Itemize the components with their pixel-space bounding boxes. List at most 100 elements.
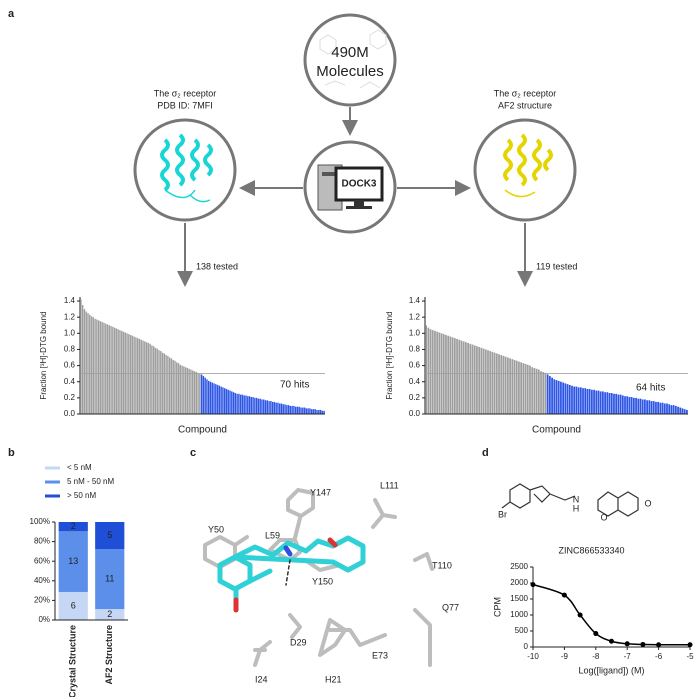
- bar: [223, 388, 226, 414]
- segment-count: 2: [107, 609, 112, 619]
- bar: [553, 379, 556, 414]
- bar: [103, 322, 105, 414]
- segment-count: 11: [105, 574, 114, 584]
- chart-title: ZINC866533340: [558, 545, 624, 555]
- bar: [639, 398, 642, 414]
- y-tick-label: 1000: [510, 610, 528, 619]
- bar: [621, 395, 624, 414]
- bar: [99, 321, 102, 414]
- bar: [158, 350, 160, 414]
- bar: [560, 381, 562, 414]
- bar: [487, 350, 489, 414]
- bar: [241, 394, 244, 414]
- bar-segment: [58, 591, 88, 620]
- y-tick-label: 0.8: [409, 345, 421, 354]
- bar: [478, 347, 481, 414]
- y-tick-label: 2000: [510, 578, 528, 587]
- bar: [124, 332, 126, 414]
- receptor-title: The σ₂ receptor: [494, 88, 557, 98]
- bar: [579, 387, 582, 414]
- bar: [117, 329, 119, 414]
- data-point: [624, 641, 630, 647]
- bar: [273, 401, 276, 414]
- bar: [628, 397, 631, 414]
- bar: [238, 393, 240, 414]
- bar: [571, 385, 573, 414]
- bar: [562, 382, 565, 414]
- atom-label: Br: [498, 509, 507, 519]
- bar: [122, 331, 125, 414]
- legend-label: 5 nM - 50 nM: [67, 477, 114, 486]
- bar: [270, 401, 272, 414]
- bar: [94, 318, 96, 414]
- bar: [575, 386, 578, 414]
- hits-label: 70 hits: [280, 380, 309, 391]
- x-tick-label: -8: [592, 652, 600, 661]
- y-tick-label: 0.2: [409, 393, 421, 402]
- y-axis-label: Fraction [³H]-DTG bound: [385, 311, 394, 399]
- bar: [482, 348, 485, 414]
- bar: [96, 319, 98, 414]
- bar: [192, 370, 194, 414]
- bar: [206, 379, 208, 414]
- bar: [686, 409, 688, 414]
- bar: [683, 409, 686, 414]
- y-tick-label: 20%: [34, 596, 50, 605]
- bar: [161, 352, 164, 414]
- bar: [495, 353, 498, 414]
- bar: [101, 322, 103, 414]
- y-tick-label: 0.4: [409, 377, 421, 386]
- x-tick-label: -7: [624, 652, 632, 661]
- binding-site: [203, 488, 434, 667]
- bar: [225, 388, 228, 414]
- bar: [277, 402, 279, 414]
- bar: [602, 391, 604, 414]
- bar: [599, 391, 602, 414]
- bar: [533, 368, 536, 414]
- bar: [121, 330, 123, 414]
- bar: [106, 324, 109, 414]
- fit-curve: [532, 583, 691, 646]
- bar: [504, 356, 507, 414]
- atom-label: N: [573, 494, 580, 504]
- bar: [648, 400, 651, 414]
- y-tick-label: 1.0: [64, 328, 76, 337]
- x-tick-label: -9: [561, 652, 569, 661]
- bar: [493, 352, 496, 414]
- bar: [105, 323, 107, 414]
- bar: [193, 371, 196, 414]
- y-tick-label: 500: [515, 626, 529, 635]
- bar: [287, 405, 290, 414]
- bar: [211, 382, 213, 414]
- bar: [179, 364, 182, 414]
- bar: [498, 354, 500, 414]
- bar: [110, 326, 112, 414]
- bar: [590, 389, 593, 414]
- residue-label: H21: [325, 674, 342, 684]
- bar: [243, 395, 245, 414]
- bar: [429, 329, 432, 414]
- panel-letter: a: [8, 8, 15, 20]
- bar: [637, 398, 640, 414]
- residue-label: E73: [372, 650, 388, 660]
- bar: [259, 398, 261, 414]
- data-point: [593, 631, 599, 637]
- bar: [597, 390, 600, 414]
- segment-count: 2: [71, 521, 76, 531]
- computer-icon: [317, 164, 384, 211]
- bar: [119, 330, 121, 414]
- bar: [427, 327, 430, 414]
- x-tick-label: -10: [527, 652, 539, 661]
- bar: [509, 358, 511, 414]
- bar: [595, 390, 598, 414]
- bar: [473, 345, 476, 414]
- bar: [165, 355, 167, 414]
- bar: [303, 407, 306, 414]
- bar: [316, 409, 318, 414]
- bar: [154, 347, 157, 414]
- bar: [476, 346, 478, 414]
- bar: [250, 397, 253, 414]
- segment-count: 6: [71, 600, 76, 610]
- bar: [425, 325, 427, 414]
- bar: [202, 376, 205, 414]
